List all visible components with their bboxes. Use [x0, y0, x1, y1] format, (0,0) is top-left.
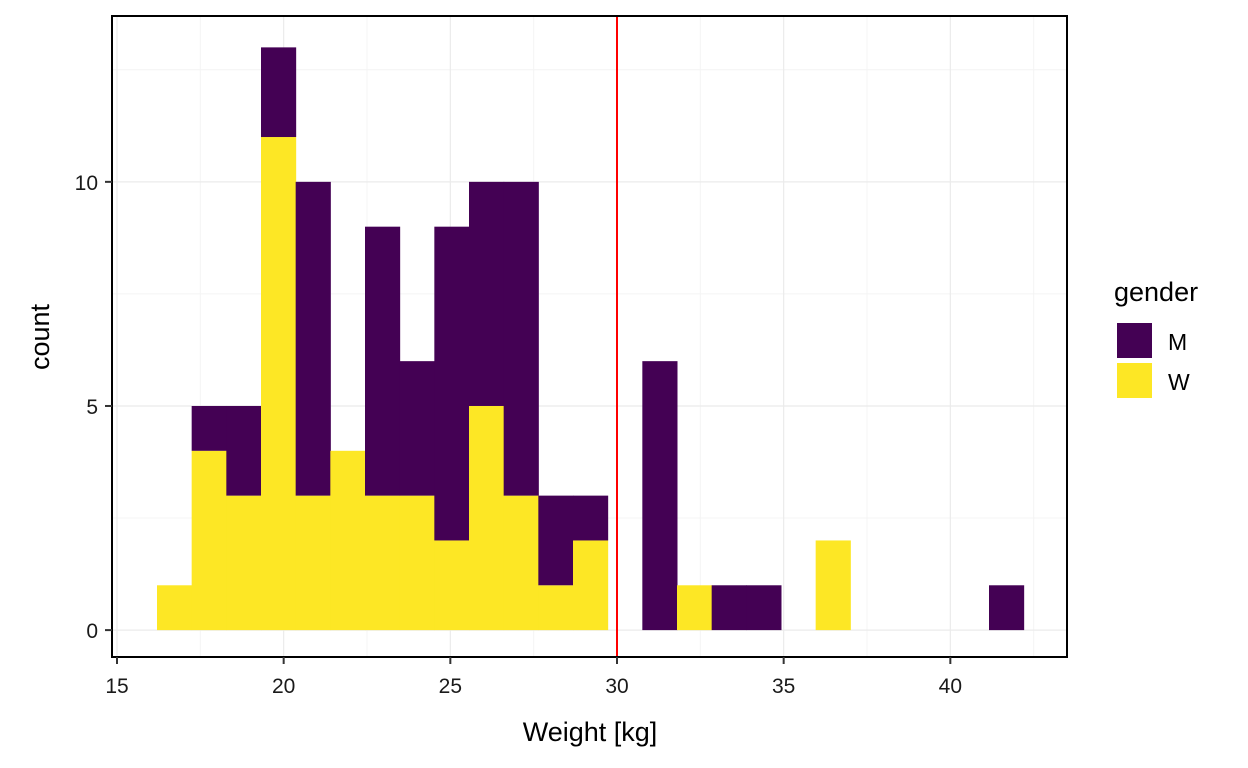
histogram-bars [157, 47, 1025, 631]
y-tick-label: 5 [86, 396, 98, 419]
bar-w [157, 585, 193, 631]
legend: gender MW [1114, 277, 1198, 398]
bar-m [399, 361, 435, 496]
bar-w [261, 137, 297, 631]
legend-key-w [1117, 363, 1152, 398]
x-tick-label: 15 [105, 675, 128, 698]
x-tick-label: 20 [272, 675, 295, 698]
bar-m [434, 226, 470, 541]
bar-m [295, 181, 331, 496]
bar-m [261, 47, 297, 138]
bar-w [365, 495, 401, 631]
bar-m [469, 181, 505, 406]
bar-m [746, 585, 782, 631]
bar-w [503, 495, 539, 631]
bar-m [365, 226, 401, 496]
bar-w [815, 540, 851, 631]
bar-w [226, 495, 262, 631]
legend-key-m [1117, 323, 1152, 358]
legend-label-w: W [1168, 369, 1190, 395]
bar-m [642, 361, 678, 631]
bar-w [538, 585, 574, 631]
bar-w [434, 540, 470, 631]
x-tick-label: 25 [439, 675, 462, 698]
bar-m [538, 495, 574, 586]
bar-w [191, 450, 227, 631]
tick-labels: 15 20 25 30 35 40 0 5 10 [75, 172, 962, 698]
bar-w [573, 540, 609, 631]
bar-m [191, 405, 227, 451]
x-tick-label: 30 [605, 675, 628, 698]
bar-w [330, 450, 366, 631]
x-axis-title: Weight [kg] [523, 717, 658, 747]
x-tick-label: 35 [772, 675, 795, 698]
bar-m [989, 585, 1025, 631]
x-tick-label: 40 [939, 675, 962, 698]
y-tick-label: 0 [86, 620, 98, 643]
bar-m [503, 181, 539, 496]
legend-label-m: M [1168, 329, 1187, 355]
bar-w [295, 495, 331, 631]
bar-w [677, 585, 713, 631]
y-axis-title: count [25, 303, 55, 370]
panel-border [111, 15, 1068, 658]
bar-w [469, 405, 505, 631]
bar-w [399, 495, 435, 631]
legend-title: gender [1114, 277, 1198, 307]
bar-m [711, 585, 747, 631]
y-tick-label: 10 [75, 172, 98, 195]
axes [105, 15, 1068, 664]
bar-m [573, 495, 609, 541]
bar-m [226, 405, 262, 496]
